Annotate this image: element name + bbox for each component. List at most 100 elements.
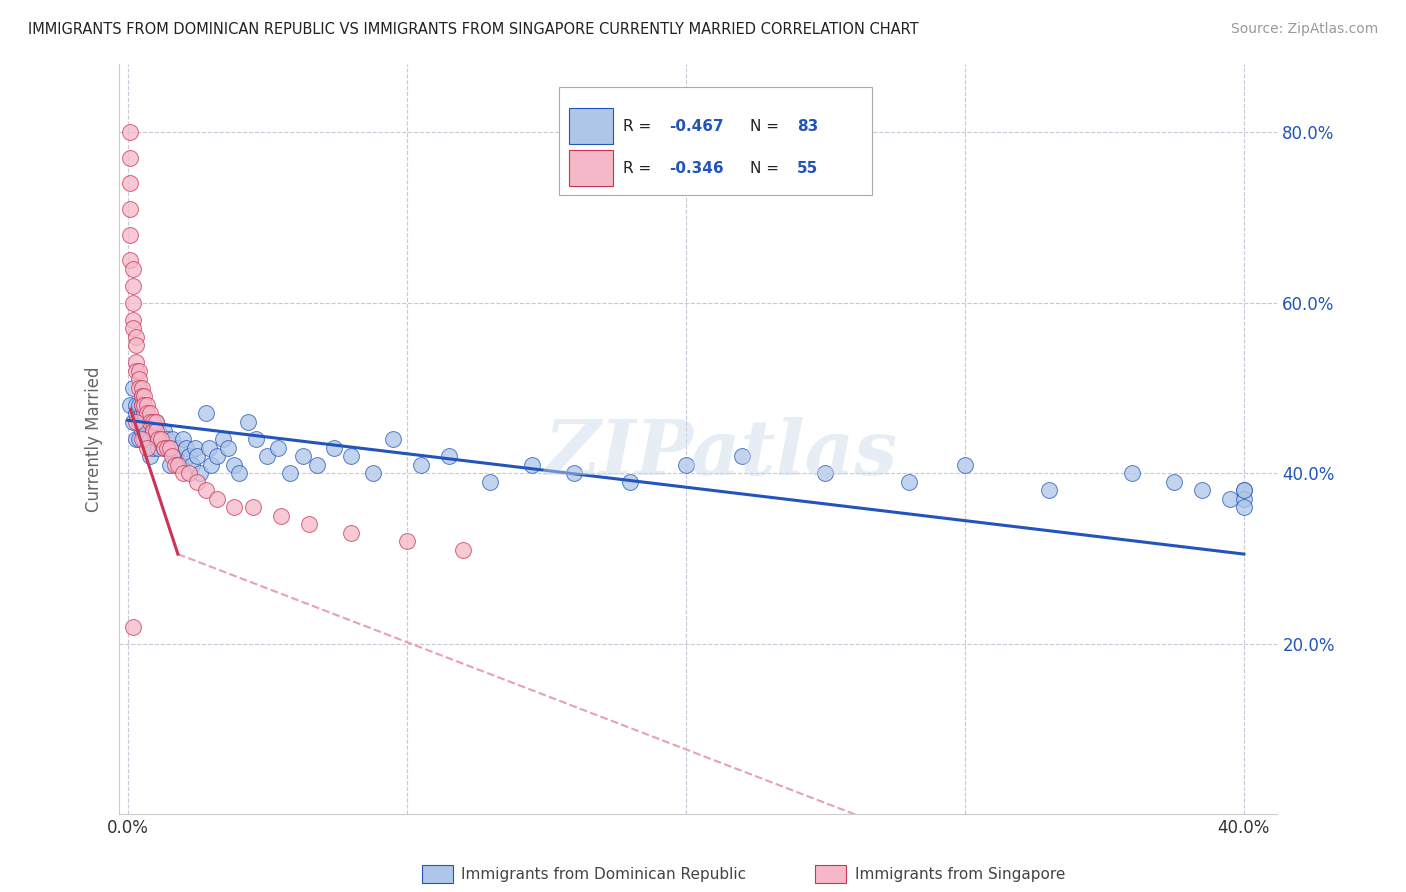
Point xyxy=(145,424,167,438)
Point xyxy=(131,407,153,421)
Point xyxy=(136,432,159,446)
Point xyxy=(122,261,145,276)
Point xyxy=(1191,483,1213,498)
Point xyxy=(142,424,165,438)
Point xyxy=(194,483,217,498)
Point xyxy=(451,542,474,557)
FancyBboxPatch shape xyxy=(568,151,613,186)
Text: R =: R = xyxy=(623,119,657,134)
Point xyxy=(361,466,384,480)
Point xyxy=(814,466,837,480)
Point xyxy=(136,424,159,438)
Point xyxy=(150,432,173,446)
Point xyxy=(120,227,142,242)
Point xyxy=(177,449,200,463)
Point xyxy=(159,441,181,455)
Point xyxy=(128,415,150,429)
Text: -0.467: -0.467 xyxy=(669,119,724,134)
Point xyxy=(156,441,179,455)
Point xyxy=(156,432,179,446)
Point xyxy=(267,441,290,455)
Point xyxy=(139,449,162,463)
Text: Immigrants from Singapore: Immigrants from Singapore xyxy=(855,867,1066,881)
Point xyxy=(128,364,150,378)
Point xyxy=(245,432,267,446)
Point xyxy=(169,458,191,472)
Point xyxy=(323,441,346,455)
Y-axis label: Currently Married: Currently Married xyxy=(86,367,103,512)
Point xyxy=(1219,491,1241,506)
Point xyxy=(217,441,239,455)
Point xyxy=(153,441,176,455)
Text: IMMIGRANTS FROM DOMINICAN REPUBLIC VS IMMIGRANTS FROM SINGAPORE CURRENTLY MARRIE: IMMIGRANTS FROM DOMINICAN REPUBLIC VS IM… xyxy=(28,22,918,37)
Point xyxy=(136,407,159,421)
Point xyxy=(165,458,187,472)
Point xyxy=(128,398,150,412)
FancyBboxPatch shape xyxy=(560,87,872,195)
Point xyxy=(142,441,165,455)
Text: R =: R = xyxy=(623,161,657,176)
Point xyxy=(270,508,292,523)
Point xyxy=(122,295,145,310)
Point xyxy=(136,398,159,412)
Point xyxy=(222,500,245,515)
Point xyxy=(174,441,197,455)
Point xyxy=(136,441,159,455)
Point xyxy=(228,466,250,480)
Point xyxy=(120,151,142,165)
Point xyxy=(236,415,259,429)
Point xyxy=(479,475,502,489)
Point xyxy=(292,449,315,463)
Point xyxy=(134,389,156,403)
Point xyxy=(120,125,142,139)
Point xyxy=(242,500,264,515)
Point xyxy=(437,449,460,463)
Point xyxy=(409,458,432,472)
Point xyxy=(134,407,156,421)
Point xyxy=(898,475,921,489)
Point xyxy=(142,424,165,438)
Point xyxy=(125,432,148,446)
Point xyxy=(125,415,148,429)
Point xyxy=(186,449,208,463)
Text: Immigrants from Dominican Republic: Immigrants from Dominican Republic xyxy=(461,867,747,881)
Point xyxy=(148,424,170,438)
Point xyxy=(167,458,190,472)
Point xyxy=(222,458,245,472)
Point xyxy=(205,491,228,506)
Point xyxy=(134,415,156,429)
Point xyxy=(205,449,228,463)
Point xyxy=(162,449,184,463)
Point xyxy=(188,466,211,480)
Point xyxy=(125,407,148,421)
Point xyxy=(340,449,363,463)
Point xyxy=(256,449,278,463)
Point xyxy=(395,534,418,549)
Point xyxy=(186,475,208,489)
Point xyxy=(381,432,404,446)
Point xyxy=(122,415,145,429)
Point xyxy=(131,415,153,429)
Point xyxy=(128,372,150,386)
Point xyxy=(128,432,150,446)
Point xyxy=(1163,475,1185,489)
Point xyxy=(1233,491,1256,506)
Point xyxy=(307,458,329,472)
Point xyxy=(675,458,697,472)
Point xyxy=(131,381,153,395)
Text: -0.346: -0.346 xyxy=(669,161,724,176)
Point xyxy=(120,177,142,191)
Point xyxy=(145,432,167,446)
Point xyxy=(145,415,167,429)
Text: 83: 83 xyxy=(797,119,818,134)
Point xyxy=(1233,500,1256,515)
Point xyxy=(122,312,145,326)
Point xyxy=(131,432,153,446)
Point xyxy=(120,253,142,268)
Point xyxy=(139,415,162,429)
Point xyxy=(128,381,150,395)
Point xyxy=(134,398,156,412)
Point xyxy=(139,432,162,446)
Text: 55: 55 xyxy=(797,161,818,176)
Point xyxy=(162,432,184,446)
